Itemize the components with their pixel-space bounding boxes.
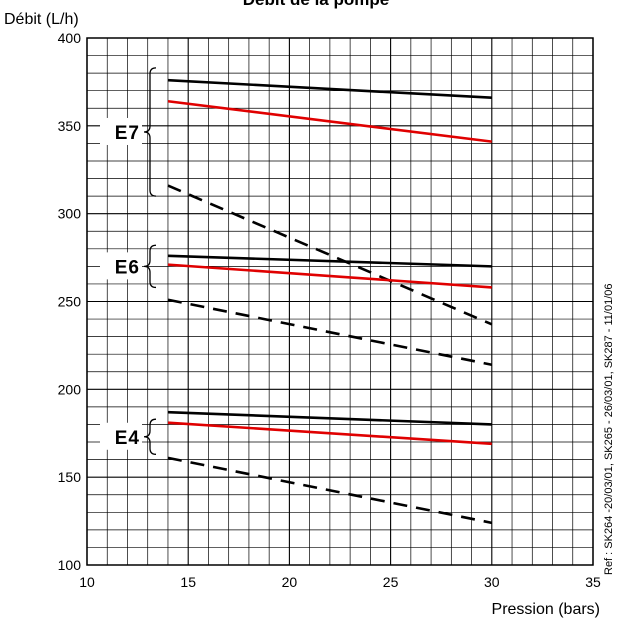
series-lines [167, 78, 493, 525]
x-tick-label: 20 [282, 574, 298, 590]
series-line-e6 [167, 263, 492, 289]
y-tick-label: 250 [58, 294, 82, 310]
x-tick-label: 30 [484, 574, 500, 590]
tick-labels: 10 15 20 25 30 35 100 150 200 250 300 350 400 [58, 30, 601, 590]
group-label-bg [100, 117, 142, 145]
y-tick-label: 350 [58, 118, 82, 134]
reference-note: Ref : SK264 -20/03/01, SK265 - 26/03/01,… [603, 284, 615, 576]
y-axis-title: Débit (L/h) [4, 11, 79, 28]
y-tick-label: 150 [58, 469, 82, 485]
y-tick-label: 400 [58, 30, 82, 46]
x-axis-title: Pression (bars) [492, 601, 600, 618]
series-line-e4 [167, 456, 493, 525]
y-tick-label: 200 [58, 381, 82, 397]
y-tick-label: 100 [58, 557, 82, 573]
series-line-e7 [167, 78, 492, 100]
brace-e6 [143, 244, 157, 289]
x-tick-label: 15 [180, 574, 196, 590]
group-label-bg [100, 422, 142, 450]
series-line-e7 [167, 184, 493, 326]
group-label-bg [100, 252, 142, 280]
brace-e4 [143, 418, 157, 455]
series-line-e6 [167, 254, 492, 268]
series-line-e6 [167, 298, 493, 367]
x-tick-label: 35 [585, 574, 601, 590]
group-braces: E7 E6 E4 [100, 67, 157, 455]
series-line-e7 [167, 99, 492, 143]
grid [86, 37, 594, 566]
chart-title: Débit de la pompe [243, 0, 389, 9]
plot-frame [86, 37, 594, 566]
group-label-e4: E4 [115, 428, 140, 449]
x-tick-label: 25 [383, 574, 399, 590]
group-label-e6: E6 [115, 257, 140, 278]
series-line-e4 [167, 421, 492, 446]
x-tick-label: 10 [79, 574, 95, 590]
brace-e7 [143, 67, 157, 197]
series-line-e4 [167, 410, 492, 426]
group-label-e7: E7 [115, 123, 140, 144]
y-tick-label: 300 [58, 206, 82, 222]
